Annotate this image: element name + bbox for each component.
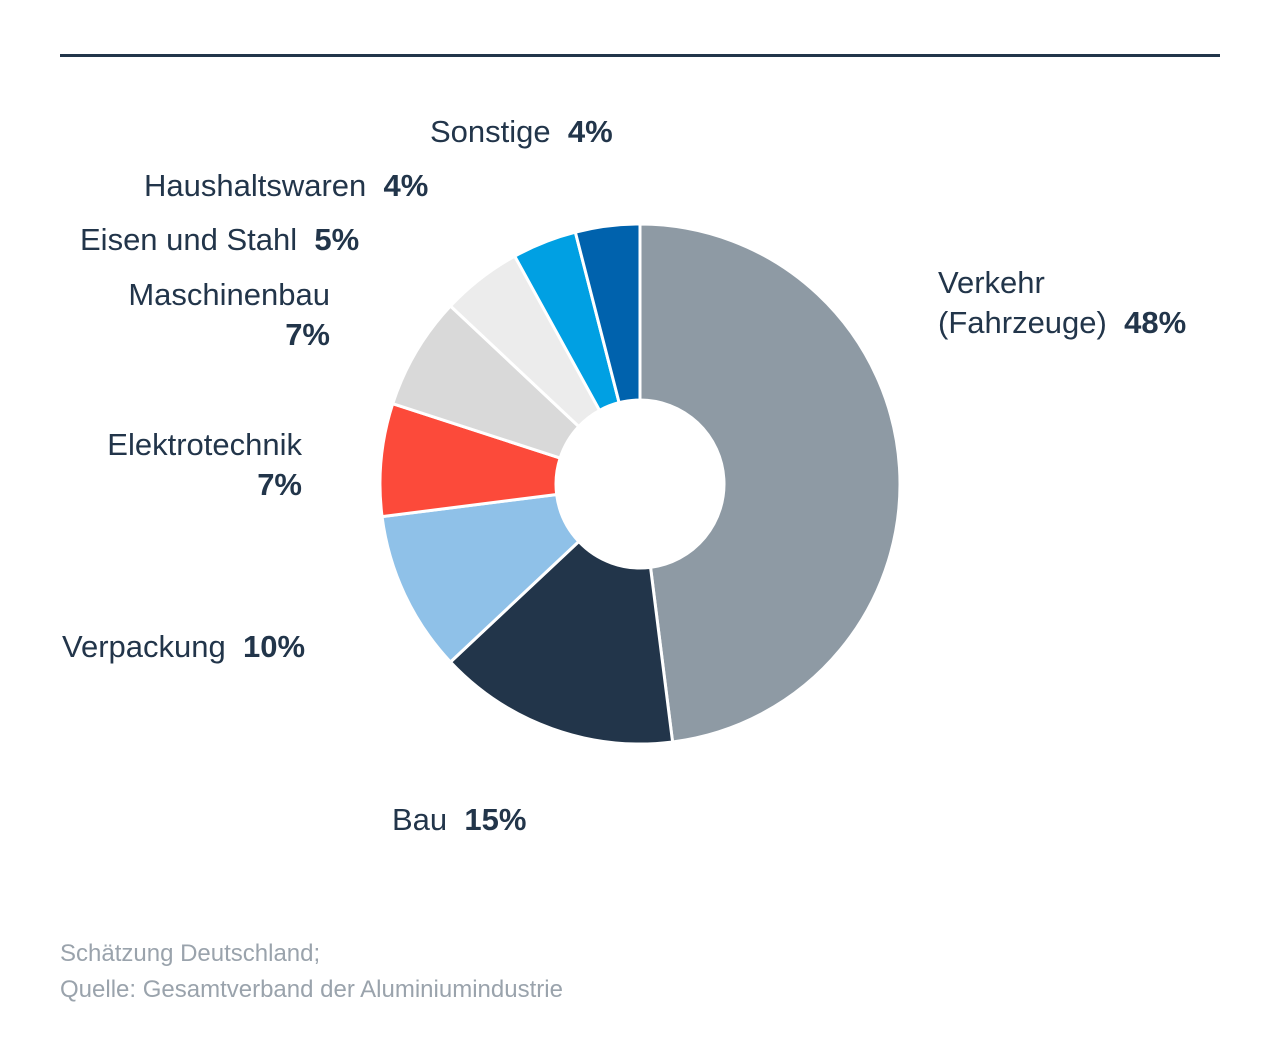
label-maschinenbau: Maschinenbau 7%: [60, 275, 330, 355]
slice-verkehr-fahrzeuge: [638, 222, 902, 744]
label-bau: Bau 15%: [392, 802, 527, 837]
label-eisen-und-stahl: Eisen und Stahl 5%: [80, 222, 360, 257]
label-verpackung: Verpackung 10%: [62, 629, 306, 664]
label-sonstige: Sonstige 4%: [430, 114, 613, 149]
value-label-maschinenbau: 7%: [285, 317, 330, 352]
value-label-eisen-und-stahl: 5%: [314, 222, 360, 257]
source-note-line-2: Quelle: Gesamtverband der Aluminiumindus…: [60, 976, 563, 1003]
label-haushaltswaren: Haushaltswaren 4%: [144, 168, 429, 203]
value-label-sonstige: 4%: [567, 114, 613, 149]
source-note: Schätzung Deutschland; Quelle: Gesamtver…: [60, 936, 563, 1008]
value-label-verkehr: 48%: [1124, 305, 1187, 340]
slice-sonstige: [573, 222, 642, 405]
value-label-haushaltswaren: 4%: [383, 168, 429, 203]
slice-verpackung: [380, 492, 581, 665]
value-label-verpackung: 10%: [242, 629, 306, 664]
label-elektrotechnik: Elektrotechnik 7%: [40, 425, 302, 505]
value-label-elektrotechnik: 7%: [257, 467, 302, 502]
value-label-bau: 15%: [464, 802, 527, 837]
source-note-line-1: Schätzung Deutschland;: [60, 940, 321, 967]
label-verkehr: Verkehr (Fahrzeuge) 48%: [938, 265, 1187, 340]
top-rule: [60, 54, 1220, 57]
slice-bau: [448, 539, 675, 746]
